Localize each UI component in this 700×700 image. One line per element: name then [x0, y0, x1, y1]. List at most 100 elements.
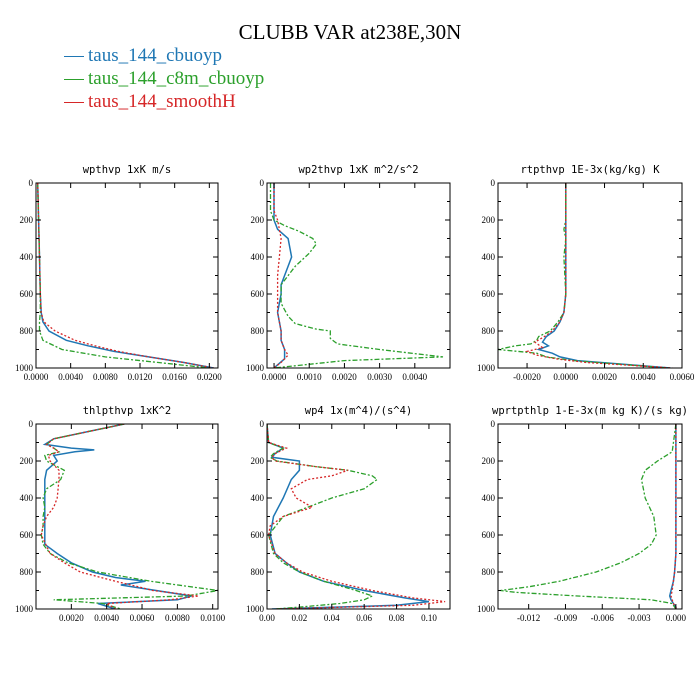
y-tick-label: 400: [20, 493, 34, 503]
x-tick-label: 0.04: [324, 613, 340, 623]
x-tick-label: -0.012: [517, 613, 540, 623]
x-tick-label: 0.0040: [58, 372, 83, 382]
legend-item: taus_144_cbuoyp: [64, 44, 264, 67]
x-tick-label: 0.000: [666, 613, 687, 623]
x-tick-label: 0.0040: [402, 372, 427, 382]
x-tick-label: 0.0000: [24, 372, 49, 382]
x-tick-label: 0.0020: [332, 372, 357, 382]
series-line: [269, 183, 444, 368]
x-tick-label: 0.08: [389, 613, 405, 623]
x-tick-label: 0.10: [421, 613, 437, 623]
legend: taus_144_cbuoyp taus_144_c8m_cbuoyp taus…: [64, 44, 264, 113]
y-tick-label: 200: [20, 215, 34, 225]
x-tick-label: 0.0060: [670, 372, 695, 382]
figure-title: CLUBB VAR at238E,30N: [238, 20, 462, 44]
panel-title: wp2thvp 1xK m^2/s^2: [298, 164, 418, 176]
series-line: [273, 183, 289, 368]
x-tick-label: 0.0100: [200, 613, 225, 623]
plot-frame: [266, 182, 451, 369]
y-tick-label: 600: [482, 530, 496, 540]
series-line: [536, 183, 671, 368]
y-tick-label: 1000: [15, 604, 34, 614]
x-tick-label: 0.0000: [553, 372, 578, 382]
x-tick-label: 0.06: [356, 613, 372, 623]
y-tick-label: 800: [482, 567, 496, 577]
x-tick-label: 0.0040: [631, 372, 656, 382]
series-line: [670, 424, 677, 609]
y-tick-label: 400: [251, 252, 265, 262]
y-tick-label: 800: [482, 326, 496, 336]
series-line: [273, 183, 293, 368]
y-tick-label: 600: [20, 289, 34, 299]
series-line: [42, 424, 192, 609]
y-tick-label: 1000: [246, 363, 265, 373]
series-line: [37, 183, 210, 368]
series-line: [37, 183, 214, 368]
series-line: [40, 424, 199, 609]
x-tick-label: 0.0040: [94, 613, 119, 623]
y-tick-label: 200: [482, 215, 496, 225]
x-tick-label: -0.0020: [513, 372, 541, 382]
series-line: [498, 183, 669, 368]
chart-panel: wprtpthlp 1-E-3x(m kg K)/(s kg) 0 200 400 60…: [477, 405, 688, 623]
panel-title: wp4 1x(m^4)/(s^4): [305, 405, 412, 417]
y-tick-label: 1000: [15, 363, 34, 373]
x-tick-label: -0.006: [591, 613, 615, 623]
y-tick-label: 800: [20, 326, 34, 336]
x-tick-label: 0.0160: [162, 372, 187, 382]
y-tick-label: 0: [491, 178, 496, 188]
series-line: [36, 183, 214, 368]
legend-swatch: [64, 102, 84, 104]
y-tick-label: 0: [29, 178, 34, 188]
x-tick-label: 0.0120: [128, 372, 153, 382]
legend-label: taus_144_cbuoyp: [88, 45, 223, 66]
plot-frame: [497, 182, 683, 369]
y-tick-label: 0: [29, 419, 34, 429]
y-tick-label: 600: [251, 530, 265, 540]
y-tick-label: 600: [251, 289, 265, 299]
y-tick-label: 1000: [477, 604, 496, 614]
y-tick-label: 400: [482, 252, 496, 262]
y-tick-label: 800: [251, 326, 265, 336]
chart-panel: thlpthvp 1xK^2 0 200 400 600 800 1000 0.0020 0.0…: [15, 405, 226, 623]
legend-swatch: [64, 56, 84, 58]
series-line: [500, 424, 677, 609]
x-tick-label: 0.0060: [130, 613, 155, 623]
series-line: [267, 424, 446, 609]
y-tick-label: 200: [482, 456, 496, 466]
legend-item: taus_144_smoothH: [64, 90, 264, 113]
y-tick-label: 400: [251, 493, 265, 503]
y-tick-label: 400: [482, 493, 496, 503]
series-line: [267, 424, 430, 609]
panel-title: wpthvp 1xK m/s: [83, 164, 172, 176]
x-tick-label: 0.0030: [367, 372, 392, 382]
y-tick-label: 200: [251, 456, 265, 466]
x-tick-label: -0.009: [554, 613, 578, 623]
x-tick-label: 0.0200: [197, 372, 222, 382]
x-tick-label: 0.0000: [262, 372, 287, 382]
y-tick-label: 200: [251, 215, 265, 225]
y-tick-label: 800: [20, 567, 34, 577]
chart-panel: rtpthvp 1E-3x(kg/kg) K 0 200 400 600 800 1000 -…: [477, 164, 695, 382]
series-line: [524, 183, 673, 368]
plot-frame: [266, 423, 451, 610]
legend-swatch: [64, 79, 84, 81]
x-tick-label: 0.02: [292, 613, 308, 623]
y-tick-label: 600: [20, 530, 34, 540]
x-tick-label: 0.0020: [592, 372, 617, 382]
y-tick-label: 0: [491, 419, 496, 429]
series-line: [40, 424, 218, 609]
panel-title: thlpthvp 1xK^2: [83, 405, 172, 417]
panel-title: rtpthvp 1E-3x(kg/kg) K: [520, 164, 660, 176]
legend-label: taus_144_c8m_cbuoyp: [88, 68, 265, 89]
y-tick-label: 800: [251, 567, 265, 577]
panel-title: wprtpthlp 1-E-3x(m kg K)/(s kg): [492, 405, 688, 417]
x-tick-label: 0.0080: [165, 613, 190, 623]
y-tick-label: 1000: [477, 363, 496, 373]
y-tick-label: 200: [20, 456, 34, 466]
y-tick-label: 0: [260, 178, 265, 188]
x-tick-label: 0.0020: [59, 613, 84, 623]
